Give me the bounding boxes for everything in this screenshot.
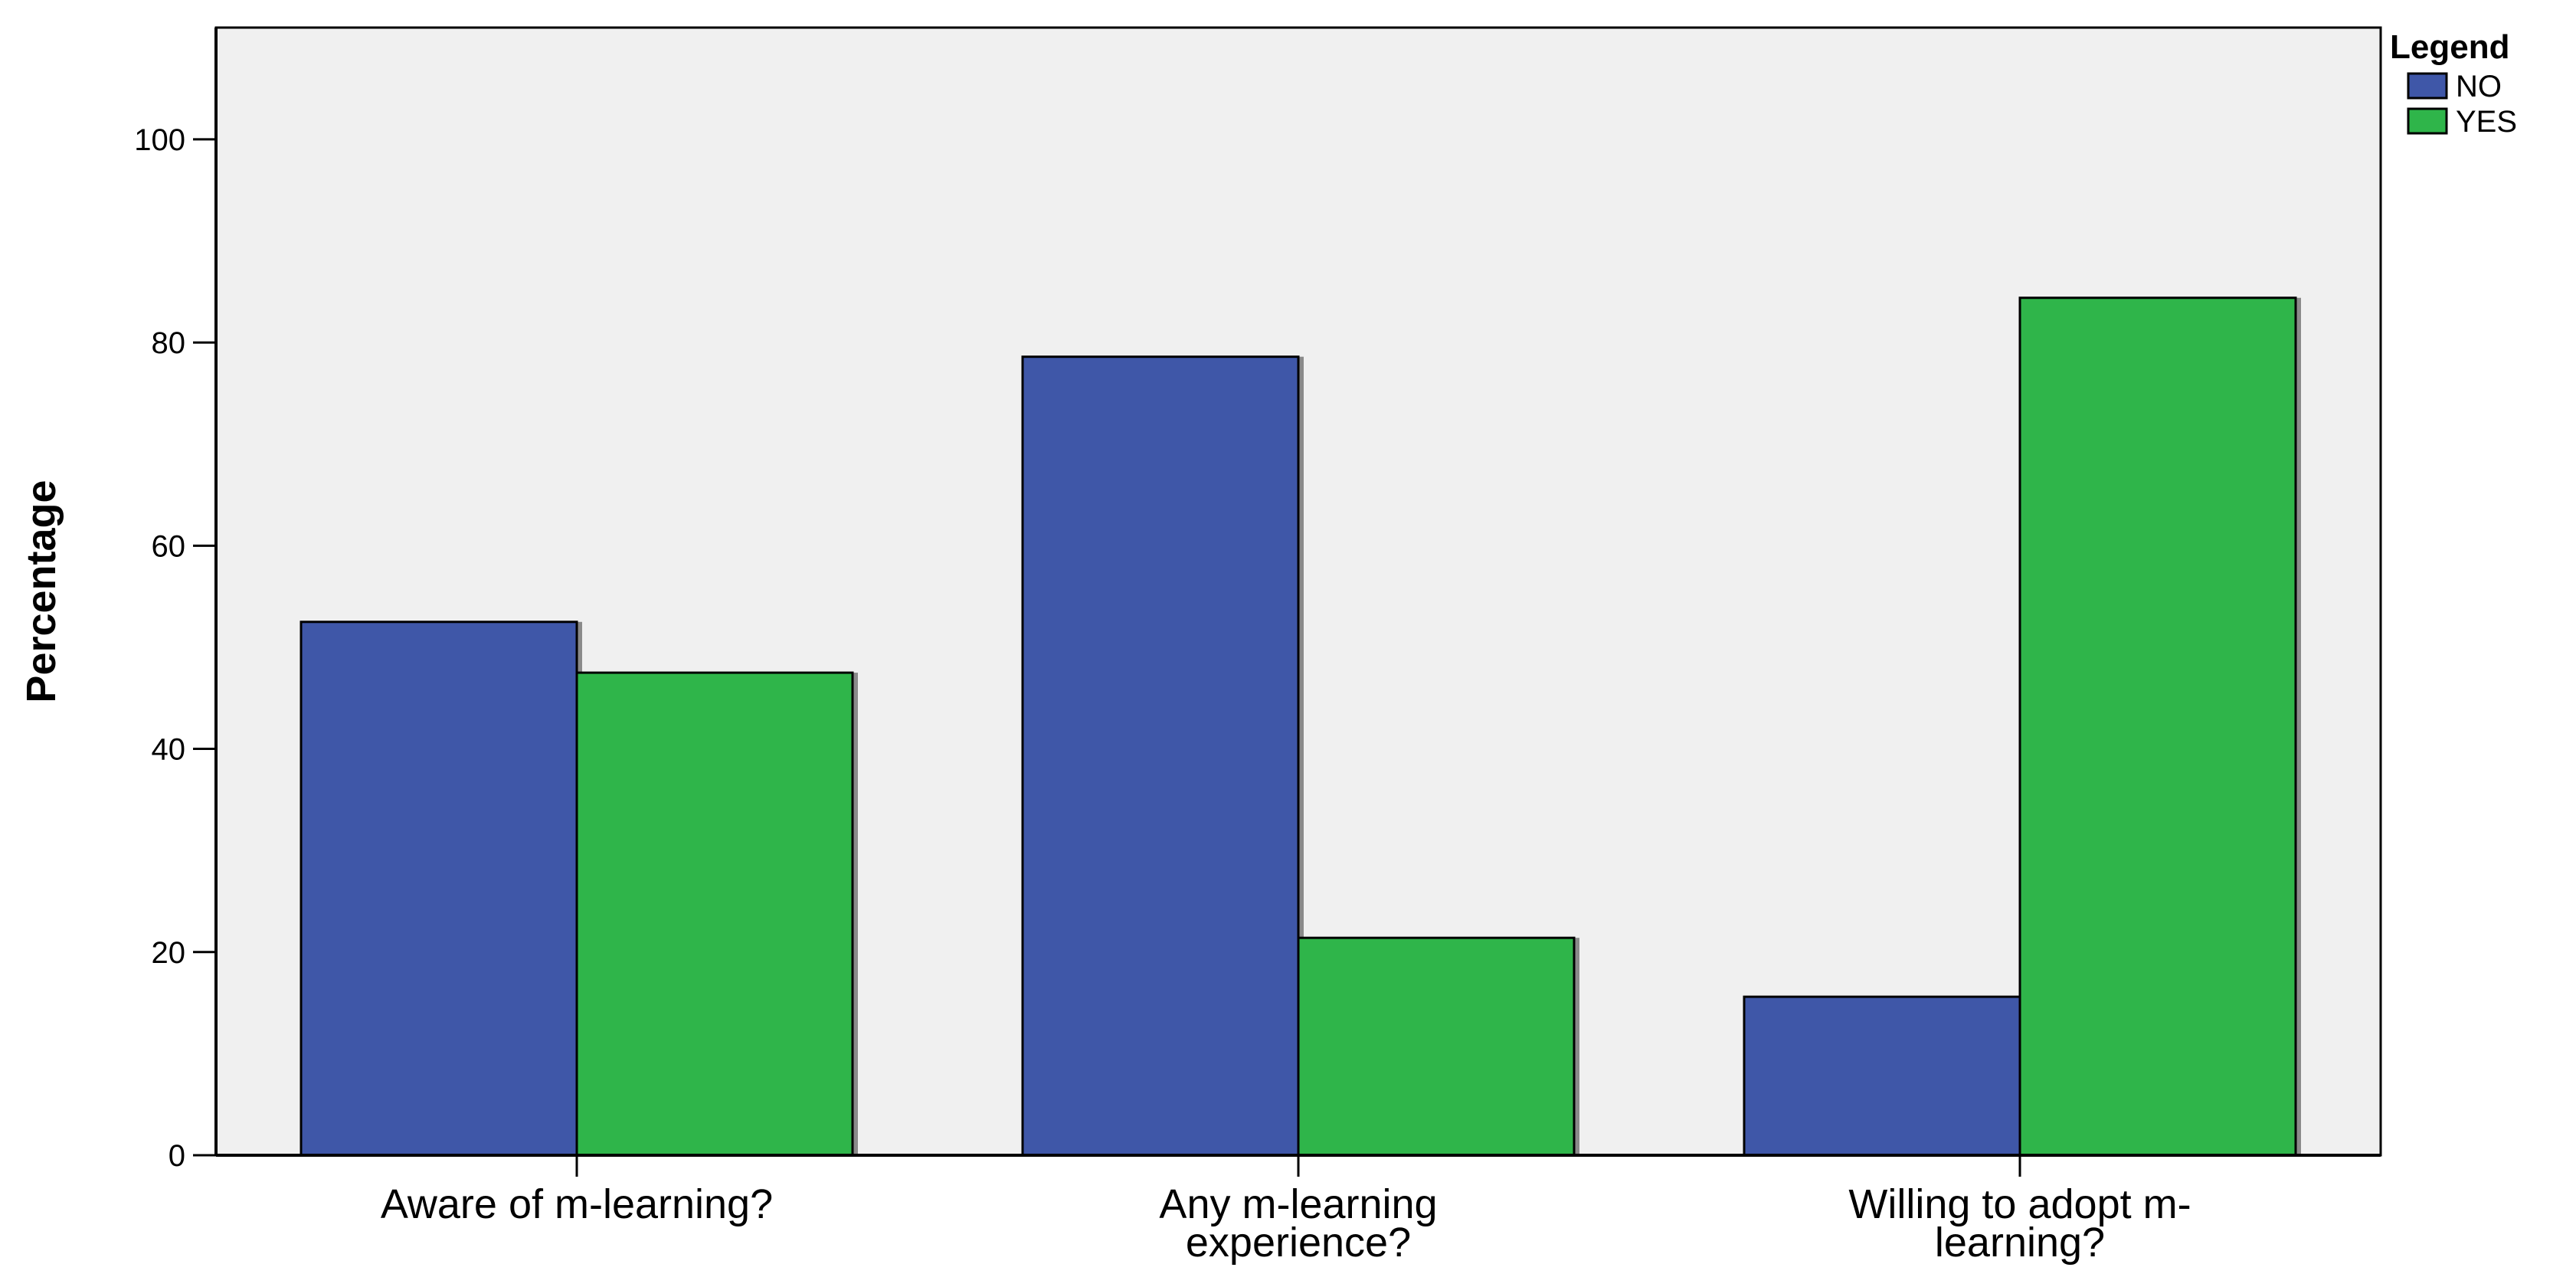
y-axis-ticks: 0 20 40 60 80 100 <box>134 123 216 1173</box>
y-tick-label: 100 <box>134 123 185 157</box>
bars <box>299 296 2301 1157</box>
x-category-label: Willing to adopt m-learning? <box>1848 1181 2191 1266</box>
bar-yes <box>1297 936 1576 1157</box>
bar-no <box>299 621 578 1157</box>
y-axis-label: Percentage <box>18 480 64 702</box>
legend-label-no: NO <box>2456 70 2502 103</box>
y-tick-label: 80 <box>152 326 186 360</box>
x-axis-category-labels: Aware of m-learning? Any m-learning experi… <box>381 1155 2191 1266</box>
bar-no <box>1021 355 1300 1157</box>
y-tick-label: 40 <box>152 733 186 767</box>
legend-swatch-no <box>2407 72 2448 100</box>
bar-no <box>1743 995 2021 1157</box>
bar-yes <box>575 671 854 1157</box>
y-tick-label: 0 <box>169 1139 185 1173</box>
y-tick-label: 60 <box>152 529 186 563</box>
x-category-label: Any m-learning experience? <box>1159 1181 1437 1266</box>
legend-label-yes: YES <box>2456 105 2517 139</box>
y-tick-label: 20 <box>152 936 186 970</box>
legend-title: Legend <box>2390 28 2509 66</box>
legend-swatch-yes <box>2407 107 2448 135</box>
x-category-label: Aware of m-learning? <box>381 1181 773 1227</box>
bar-yes <box>2018 296 2297 1157</box>
